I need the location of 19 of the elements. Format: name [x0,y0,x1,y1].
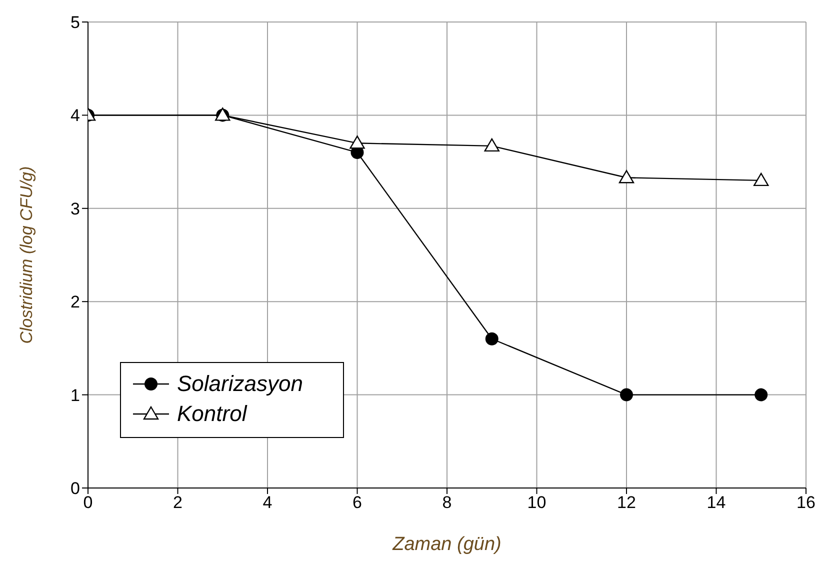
x-tick-label: 2 [173,493,182,512]
x-tick-label: 0 [83,493,93,512]
y-axis-title: Clostridium (log CFU/g) [17,166,36,344]
legend-label: Kontrol [177,401,247,427]
x-tick-label: 12 [617,493,636,512]
x-tick-label: 16 [796,493,816,512]
y-tick-label: 0 [70,479,80,498]
y-tick-label: 2 [70,292,80,312]
x-tick-label: 6 [352,493,362,512]
x-tick-label: 14 [706,493,726,512]
y-tick-label: 5 [70,13,80,32]
x-axis-title: Zaman (gün) [392,534,502,555]
legend-label: Solarizasyon [177,371,303,397]
x-tick-label: 8 [442,493,452,512]
y-tick-label: 3 [70,199,80,218]
x-tick-label: 4 [262,493,272,512]
x-tick-label: 10 [527,493,546,512]
y-tick-label: 1 [70,386,80,405]
y-tick-label: 4 [70,106,80,126]
